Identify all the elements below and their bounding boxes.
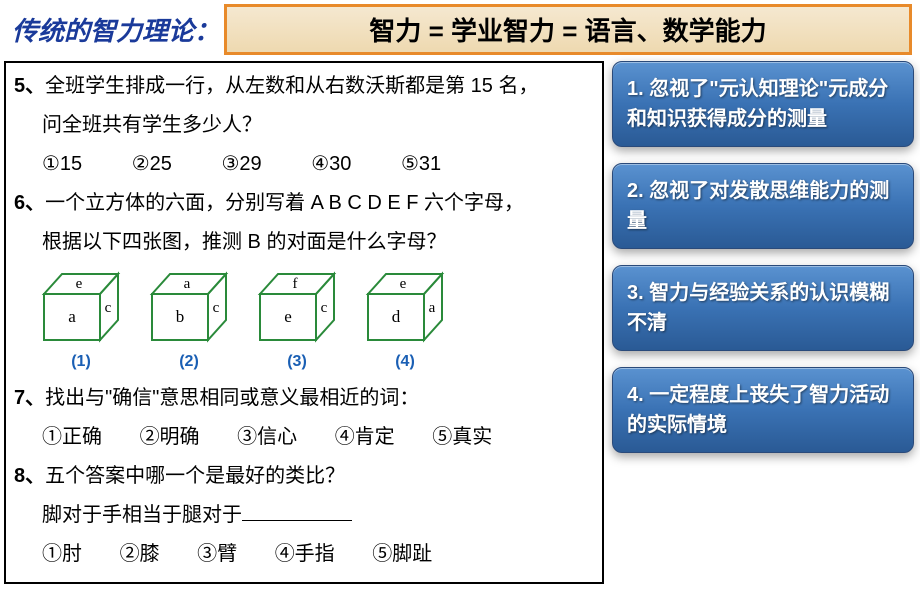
q7-line1: 找出与"确信"意思相同或意义最相近的词： (45, 387, 419, 409)
q8-opt4: ④手指 (275, 535, 335, 574)
questions-panel: 5、全班学生排成一行，从左数和从右数沃斯都是第 15 名， 问全班共有学生多少人… (4, 61, 604, 584)
q5-opt5: ⑤31 (401, 145, 441, 184)
svg-text:d: d (392, 307, 401, 326)
q7-options: ①正确 ②明确 ③信心 ④肯定 ⑤真实 (14, 418, 594, 457)
q8-line2-text: 脚对于手相当于腿对于 (42, 504, 242, 526)
svg-text:e: e (76, 276, 83, 292)
q6-line1: 一个立方体的六面，分别写着 A B C D E F 六个字母， (45, 192, 524, 214)
cube-4-svg: e d a (362, 268, 448, 344)
svg-text:a: a (429, 300, 436, 316)
q7-opt2: ②明确 (140, 418, 200, 457)
q7-opt4: ④肯定 (335, 418, 395, 457)
blank-underline (242, 501, 352, 521)
bullet-4: 4. 一定程度上丧失了智力活动的实际情境 (612, 367, 914, 453)
q5-opt4: ④30 (311, 145, 351, 184)
svg-text:e: e (284, 307, 292, 326)
cube-1: e a c (1) (38, 268, 124, 377)
title-equation-box: 智力 = 学业智力 = 语言、数学能力 (224, 4, 912, 55)
svg-text:e: e (400, 276, 407, 292)
slide-container: 传统的智力理论： 智力 = 学业智力 = 语言、数学能力 5、全班学生排成一行，… (0, 0, 920, 614)
cube-2: a b c (2) (146, 268, 232, 377)
q5-line1: 全班学生排成一行，从左数和从右数沃斯都是第 15 名， (45, 75, 538, 97)
bullets-panel: 1. 忽视了"元认知理论"元成分和知识获得成分的测量 2. 忽视了对发散思维能力… (612, 61, 916, 584)
q8-opt2: ②膝 (120, 535, 160, 574)
bullet-3: 3. 智力与经验关系的认识模糊不清 (612, 265, 914, 351)
cube-3: f e c (3) (254, 268, 340, 377)
q5-line2: 问全班共有学生多少人？ (14, 106, 594, 145)
cube-3-label: (3) (254, 346, 340, 377)
cube-2-label: (2) (146, 346, 232, 377)
q5-opt2: ②25 (132, 145, 172, 184)
svg-text:c: c (105, 300, 112, 316)
q7-opt5: ⑤真实 (432, 418, 492, 457)
q6: 6、一个立方体的六面，分别写着 A B C D E F 六个字母， (14, 184, 594, 223)
svg-text:f: f (293, 276, 298, 292)
q8-line2: 脚对于手相当于腿对于 (14, 496, 594, 535)
cube-4: e d a (4) (362, 268, 448, 377)
q7-opt3: ③信心 (237, 418, 297, 457)
q5: 5、全班学生排成一行，从左数和从右数沃斯都是第 15 名， (14, 67, 594, 106)
q7: 7、找出与"确信"意思相同或意义最相近的词： (14, 379, 594, 418)
cube-4-label: (4) (362, 346, 448, 377)
q7-num: 7、 (14, 387, 45, 409)
q5-num: 5、 (14, 75, 45, 97)
svg-text:a: a (184, 276, 191, 292)
bullet-1: 1. 忽视了"元认知理论"元成分和知识获得成分的测量 (612, 61, 914, 147)
q8: 8、五个答案中哪一个是最好的类比？ (14, 457, 594, 496)
cube-2-svg: a b c (146, 268, 232, 344)
cubes-row: e a c (1) a b c (2) f e c (3) (14, 262, 594, 379)
q6-num: 6、 (14, 192, 45, 214)
svg-text:a: a (68, 307, 76, 326)
main-content: 5、全班学生排成一行，从左数和从右数沃斯都是第 15 名， 问全班共有学生多少人… (4, 61, 916, 584)
cube-3-svg: f e c (254, 268, 340, 344)
header: 传统的智力理论： 智力 = 学业智力 = 语言、数学能力 (4, 4, 916, 55)
svg-text:c: c (213, 300, 220, 316)
svg-text:b: b (176, 307, 185, 326)
q8-opt3: ③臂 (197, 535, 237, 574)
cube-1-label: (1) (38, 346, 124, 377)
q7-opt1: ①正确 (42, 418, 102, 457)
q8-line1: 五个答案中哪一个是最好的类比？ (45, 465, 345, 487)
q8-num: 8、 (14, 465, 45, 487)
q8-opt1: ①肘 (42, 535, 82, 574)
q5-options: ①15 ②25 ③29 ④30 ⑤31 (14, 145, 594, 184)
cube-1-svg: e a c (38, 268, 124, 344)
q5-opt3: ③29 (222, 145, 262, 184)
q8-options: ①肘 ②膝 ③臂 ④手指 ⑤脚趾 (14, 535, 594, 574)
q6-line2: 根据以下四张图，推测 B 的对面是什么字母？ (14, 223, 594, 262)
bullet-2: 2. 忽视了对发散思维能力的测量 (612, 163, 914, 249)
title-left: 传统的智力理论： (12, 11, 220, 48)
q8-opt5: ⑤脚趾 (372, 535, 432, 574)
svg-text:c: c (321, 300, 328, 316)
q5-opt1: ①15 (42, 145, 82, 184)
